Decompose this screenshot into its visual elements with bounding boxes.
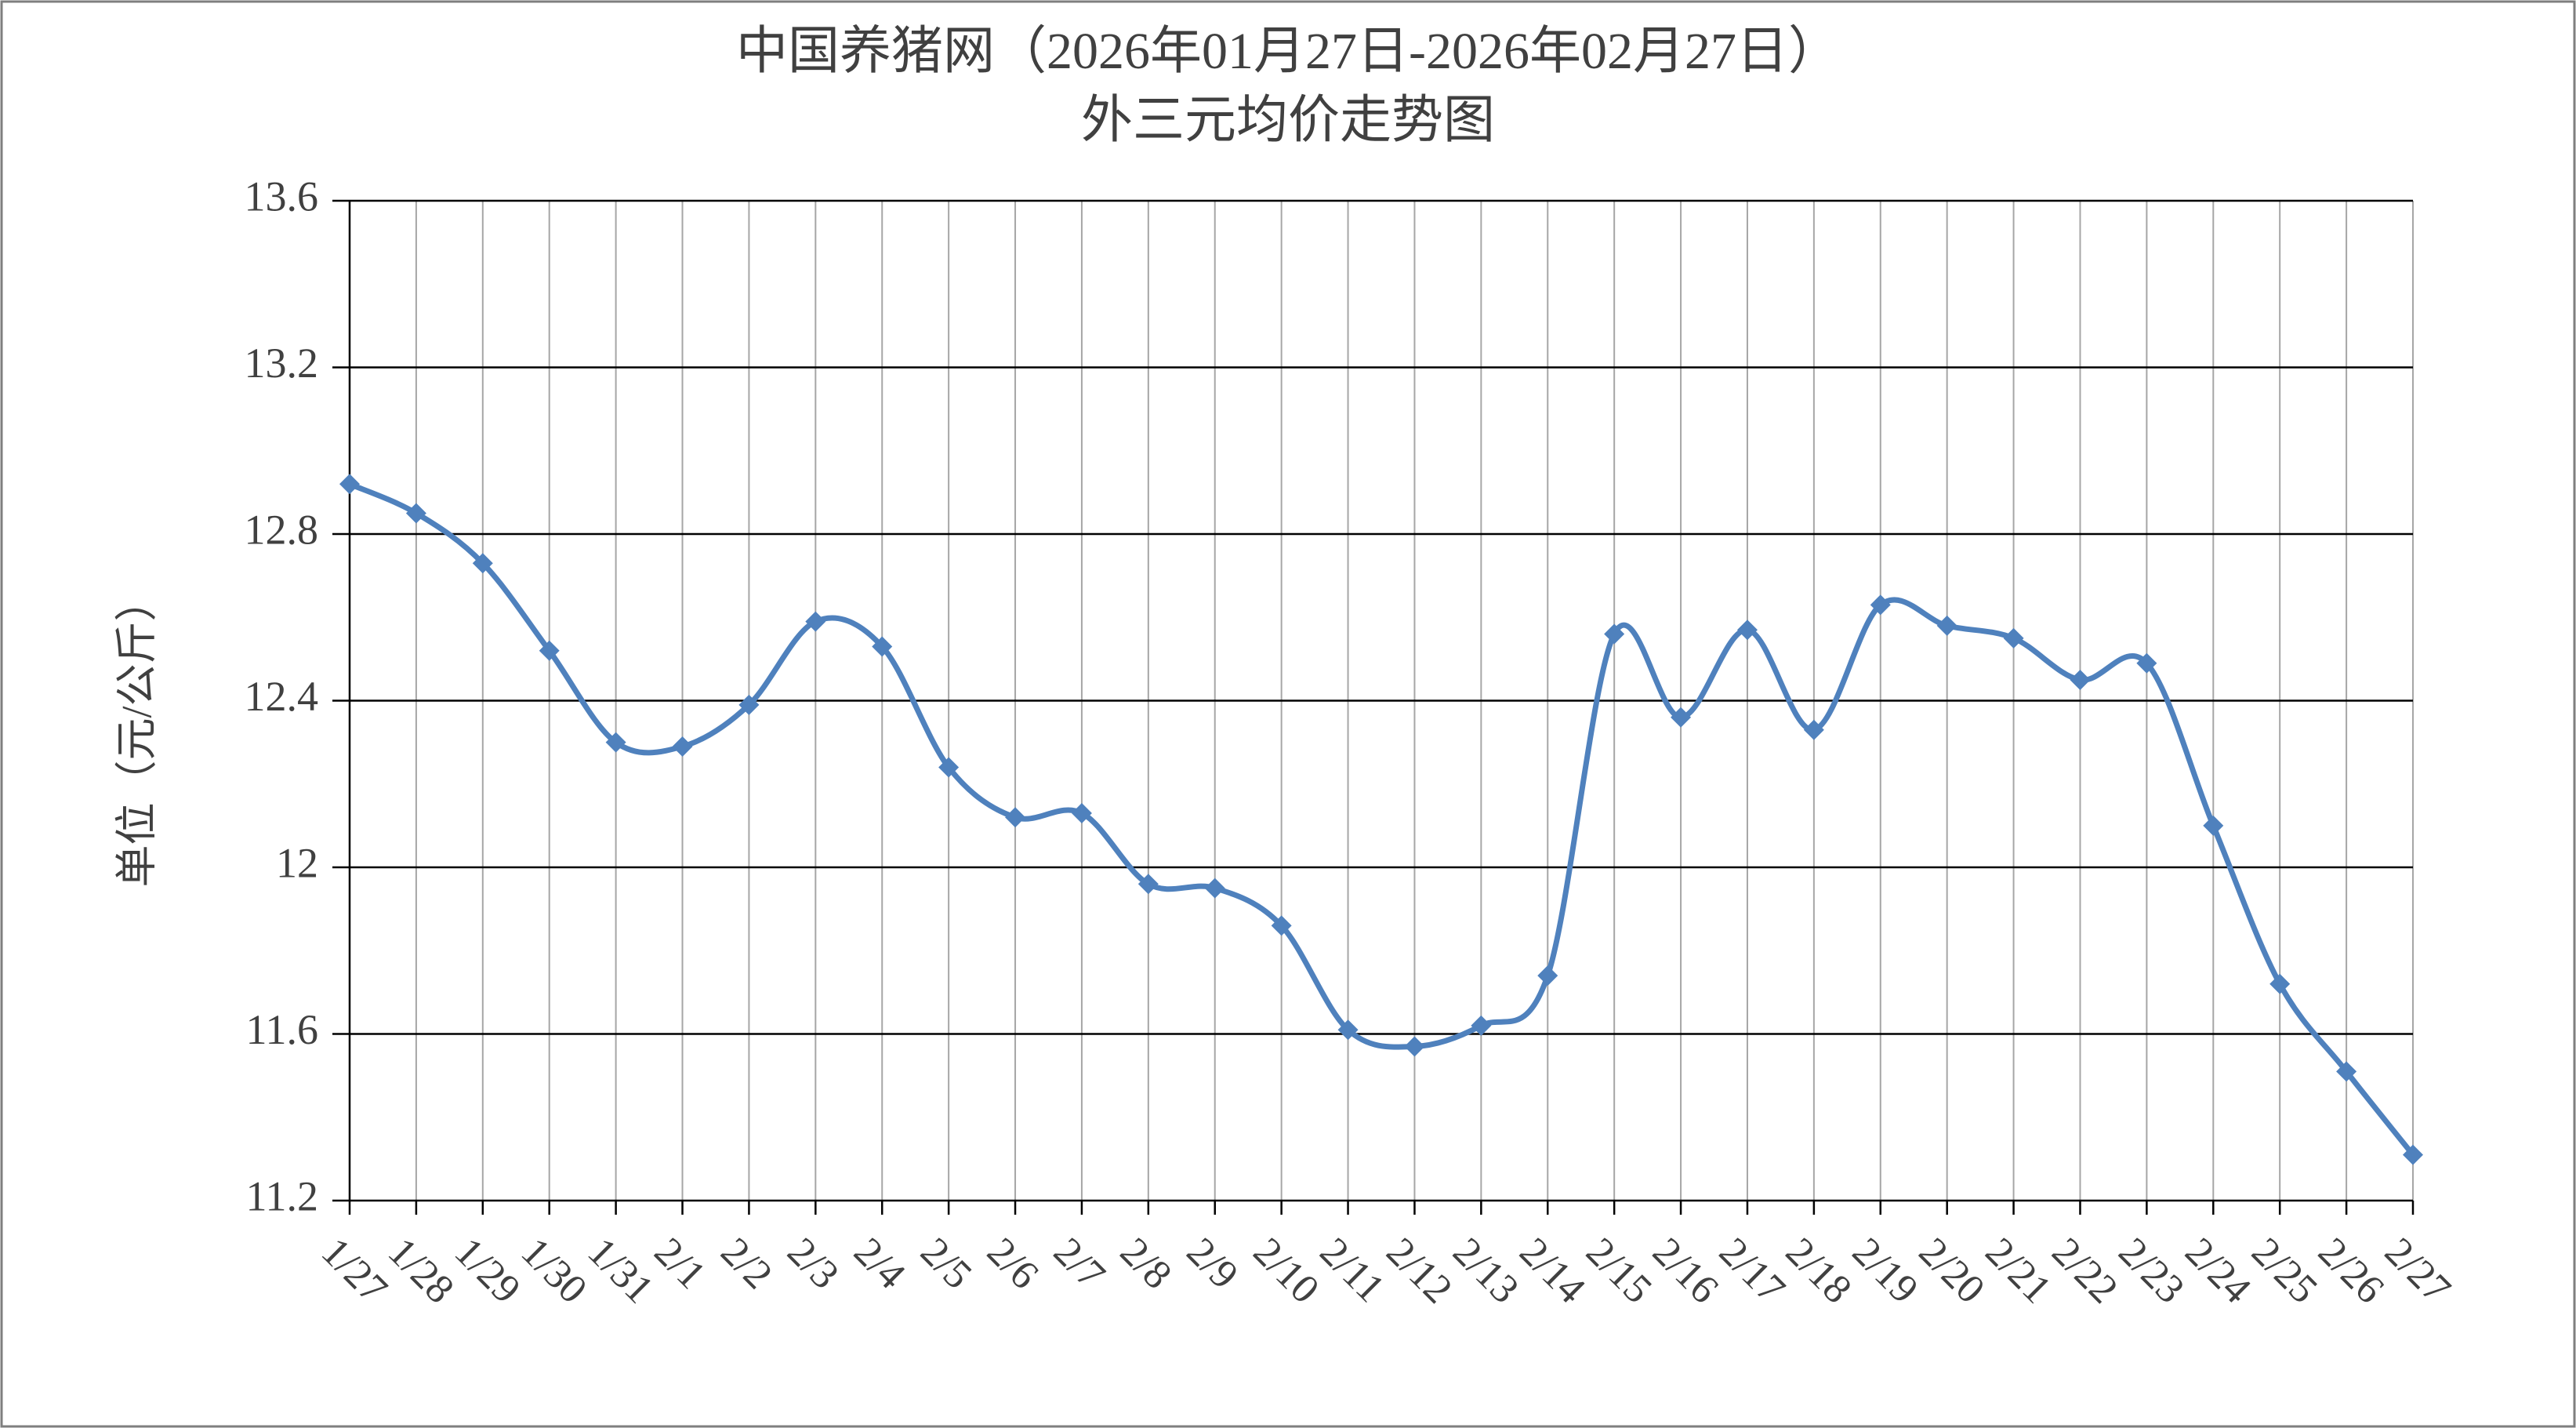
marker <box>805 611 826 632</box>
marker <box>2336 1061 2357 1082</box>
marker <box>1471 1015 1492 1036</box>
marker <box>1671 707 1692 728</box>
marker <box>938 757 960 778</box>
marker <box>1736 620 1758 641</box>
marker <box>1404 1036 1425 1057</box>
y-axis-label: 单位（元/公斤） <box>113 579 160 887</box>
y-tick-label: 12 <box>276 839 318 886</box>
marker <box>1870 594 1891 616</box>
marker <box>1204 878 1225 899</box>
y-tick-label: 11.6 <box>246 1006 319 1053</box>
marker <box>1936 615 1957 636</box>
marker <box>672 736 693 757</box>
marker <box>2070 669 2091 690</box>
chart-subtitle: 外三元均价走势图 <box>1081 92 1495 149</box>
marker <box>1803 719 1824 740</box>
y-tick-label: 12.8 <box>245 506 319 553</box>
marker <box>1271 915 1292 936</box>
marker <box>1337 1019 1359 1041</box>
marker <box>2403 1144 2423 1165</box>
marker <box>1537 965 1558 987</box>
y-tick-label: 13.2 <box>245 340 319 387</box>
marker <box>539 640 560 661</box>
y-tick-label: 12.4 <box>245 673 319 720</box>
marker <box>1137 874 1159 895</box>
marker <box>2203 815 2224 836</box>
marker <box>2136 652 2157 674</box>
marker <box>2003 627 2024 649</box>
marker <box>1005 807 1026 828</box>
marker <box>2269 973 2291 994</box>
y-tick-label: 11.2 <box>246 1172 319 1219</box>
chart-title: 中国养猪网（2026年01月27日-2026年02月27日） <box>736 23 1840 80</box>
marker <box>1071 802 1092 823</box>
marker <box>605 732 626 753</box>
marker <box>1604 623 1625 645</box>
y-tick-label: 13.6 <box>245 173 319 220</box>
marker <box>339 474 360 495</box>
marker <box>472 553 493 574</box>
marker <box>738 694 760 715</box>
marker <box>872 636 893 657</box>
marker <box>405 503 426 524</box>
